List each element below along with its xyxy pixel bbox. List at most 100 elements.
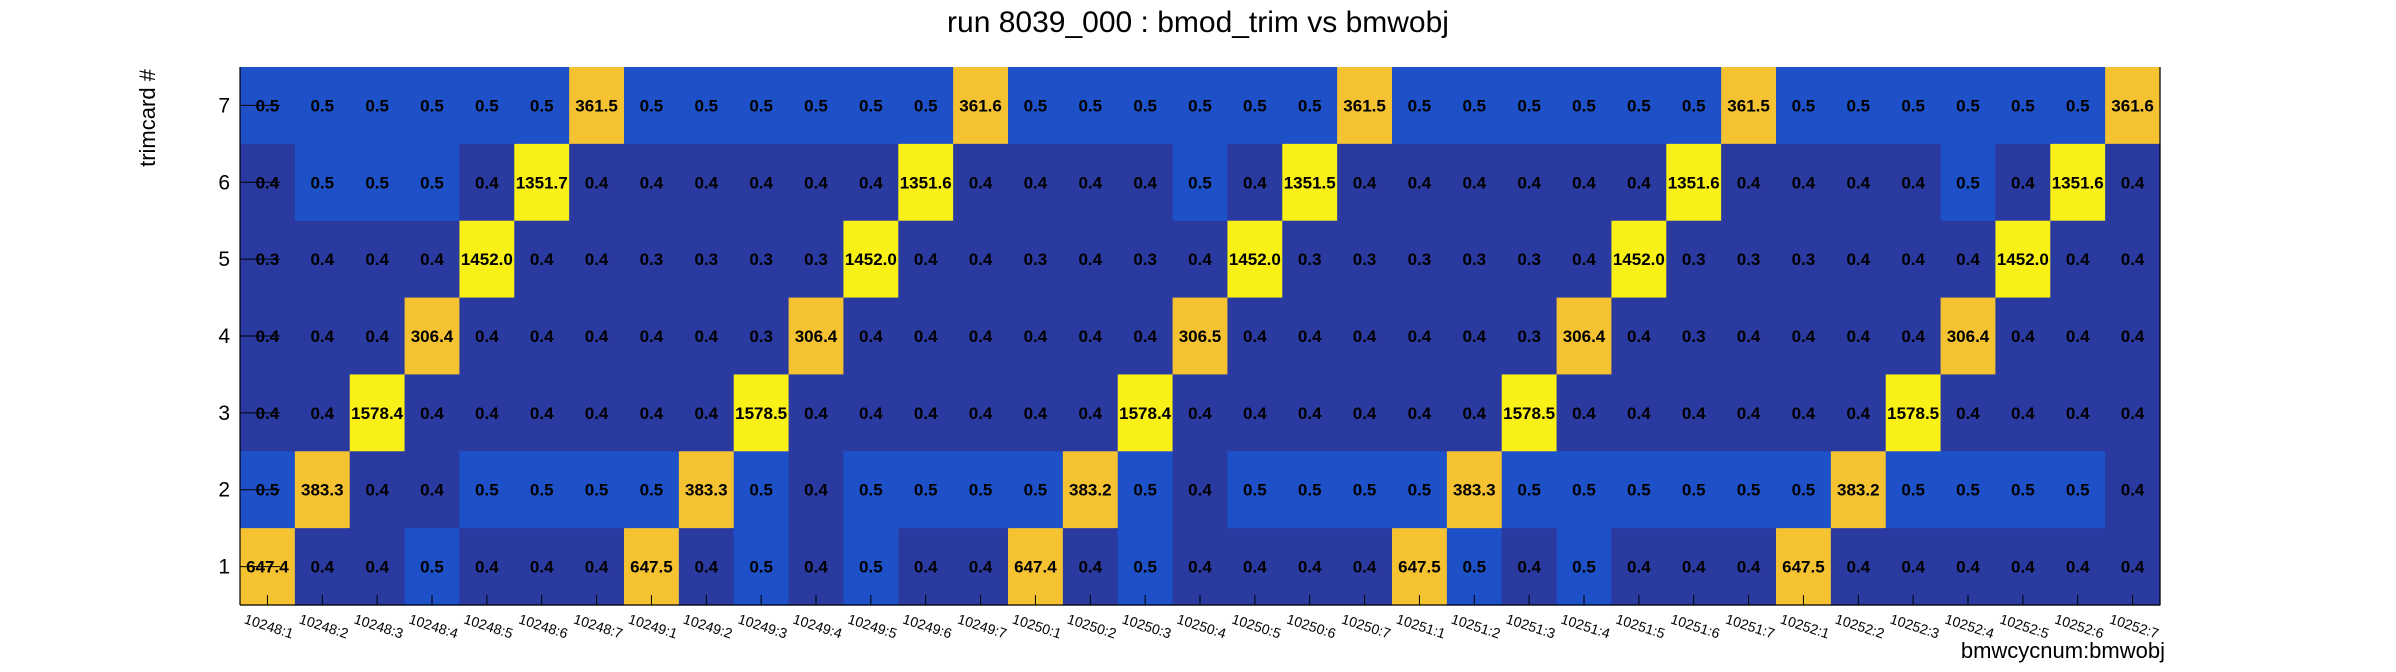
cell-value-label: 0.4 xyxy=(1956,250,1980,269)
cell-value-label: 0.4 xyxy=(1901,173,1925,192)
cell-value-label: 0.4 xyxy=(1901,327,1925,346)
heatmap-cell xyxy=(1446,67,1503,145)
heatmap-cell xyxy=(1227,374,1283,452)
heatmap-cell xyxy=(569,67,625,145)
heatmap-cell xyxy=(294,220,351,299)
cell-value-label: 0.4 xyxy=(694,558,718,577)
heatmap-cell xyxy=(404,67,461,145)
cell-value-label: 0.4 xyxy=(1846,404,1870,423)
heatmap-cell xyxy=(1117,67,1174,145)
cell-value-label: 0.4 xyxy=(585,558,609,577)
heatmap-cell xyxy=(1117,374,1174,452)
cell-value-label: 0.4 xyxy=(859,173,883,192)
cell-value-label: 0.5 xyxy=(1846,96,1870,115)
cell-value-label: 0.4 xyxy=(530,327,554,346)
x-tick-label: 10248:7 xyxy=(572,611,625,642)
cell-value-label: 0.4 xyxy=(640,327,664,346)
cell-value-label: 0.4 xyxy=(585,250,609,269)
y-tick-label: 6 xyxy=(218,171,230,194)
cell-value-label: 0.5 xyxy=(1517,96,1541,115)
cell-value-label: 361.5 xyxy=(1343,96,1386,115)
cell-value-label: 0.5 xyxy=(914,481,938,500)
cell-value-label: 0.4 xyxy=(2066,404,2090,423)
heatmap-cell xyxy=(2105,297,2161,376)
cell-value-label: 0.4 xyxy=(365,250,389,269)
x-tick-label: 10249:6 xyxy=(901,611,954,642)
heatmap-cell xyxy=(2050,374,2106,452)
cell-value-label: 0.4 xyxy=(694,327,718,346)
cell-value-label: 306.4 xyxy=(1947,327,1990,346)
heatmap-cell xyxy=(1556,374,1613,452)
cell-value-label: 0.3 xyxy=(1682,327,1706,346)
heatmap-cell xyxy=(624,528,680,606)
heatmap-cell xyxy=(843,451,899,529)
heatmap-cell xyxy=(1227,143,1283,222)
cell-value-label: 0.4 xyxy=(1737,327,1761,346)
cell-value-label: 0.4 xyxy=(1298,404,1322,423)
heatmap-cell xyxy=(2050,297,2106,376)
heatmap-cell-labels: 0.5 0.5 0.5 0.5 0.5 0.5 361.5 0.5 0.5 0.5 0.5 0.5 0.… xyxy=(246,96,2154,576)
cell-value-label: 0.3 xyxy=(1353,250,1377,269)
cell-value-label: 0.4 xyxy=(2121,481,2145,500)
cell-value-label: 1452.0 xyxy=(1229,250,1281,269)
heatmap-cell xyxy=(843,143,899,222)
cell-value-label: 0.5 xyxy=(1792,96,1816,115)
cell-value-label: 0.4 xyxy=(804,173,828,192)
cell-value-label: 0.4 xyxy=(1133,327,1157,346)
cell-value-label: 0.4 xyxy=(2011,404,2035,423)
x-tick-label: 10252:6 xyxy=(2053,611,2106,642)
heatmap-cell xyxy=(1885,297,1942,376)
cell-value-label: 0.5 xyxy=(420,173,444,192)
x-tick-label: 10252:2 xyxy=(1833,611,1886,642)
cell-value-label: 0.4 xyxy=(969,173,993,192)
heatmap-cell xyxy=(2105,143,2161,222)
cell-value-label: 0.3 xyxy=(1133,250,1157,269)
cell-value-label: 0.4 xyxy=(969,327,993,346)
heatmap-cell xyxy=(1666,143,1722,222)
heatmap-cell xyxy=(2105,374,2161,452)
heatmap-cell xyxy=(733,143,790,222)
cell-value-label: 0.4 xyxy=(530,250,554,269)
heatmap-cell xyxy=(2050,528,2106,606)
heatmap-cell xyxy=(733,220,790,299)
cell-value-label: 0.4 xyxy=(1024,327,1048,346)
heatmap-cell xyxy=(1227,67,1283,145)
heatmap-cell xyxy=(514,143,570,222)
cell-value-label: 0.4 xyxy=(914,558,938,577)
cell-value-label: 1452.0 xyxy=(1997,250,2049,269)
heatmap-cell xyxy=(1117,143,1174,222)
heatmap-cell xyxy=(1008,451,1064,529)
heatmap-cell xyxy=(1830,451,1887,529)
heatmap-cell xyxy=(733,528,790,606)
x-tick-label: 10251:2 xyxy=(1449,611,1502,642)
heatmap-cell xyxy=(1392,374,1448,452)
heatmap-cell xyxy=(1446,528,1503,606)
cell-value-label: 0.4 xyxy=(1792,327,1816,346)
cell-value-label: 0.4 xyxy=(1298,327,1322,346)
y-axis-title: trimcard # xyxy=(135,68,160,167)
heatmap-cell xyxy=(953,451,1009,529)
cell-value-label: 0.5 xyxy=(1517,481,1541,500)
heatmap-cell xyxy=(1556,220,1613,299)
heatmap-cell xyxy=(404,297,461,376)
cell-value-label: 0.4 xyxy=(1078,404,1102,423)
heatmap-cell xyxy=(1282,451,1338,529)
cell-value-label: 0.5 xyxy=(804,96,828,115)
cell-value-label: 0.4 xyxy=(530,558,554,577)
cell-value-label: 0.5 xyxy=(859,481,883,500)
cell-value-label: 1351.6 xyxy=(2052,173,2104,192)
cell-value-label: 0.4 xyxy=(365,481,389,500)
cell-value-label: 361.5 xyxy=(1727,96,1770,115)
heatmap-cell xyxy=(1008,374,1064,452)
cell-value-label: 0.4 xyxy=(640,173,664,192)
heatmap-cell xyxy=(1282,374,1338,452)
x-tick-label: 10249:5 xyxy=(846,611,899,642)
heatmap-cell xyxy=(1611,67,1667,145)
cell-value-label: 1452.0 xyxy=(1613,250,1665,269)
cell-value-label: 0.4 xyxy=(2121,558,2145,577)
cell-value-label: 0.4 xyxy=(804,558,828,577)
x-tick-label: 10250:2 xyxy=(1065,611,1118,642)
cell-value-label: 0.4 xyxy=(475,558,499,577)
heatmap-cell xyxy=(459,297,515,376)
heatmap-cell xyxy=(624,143,680,222)
